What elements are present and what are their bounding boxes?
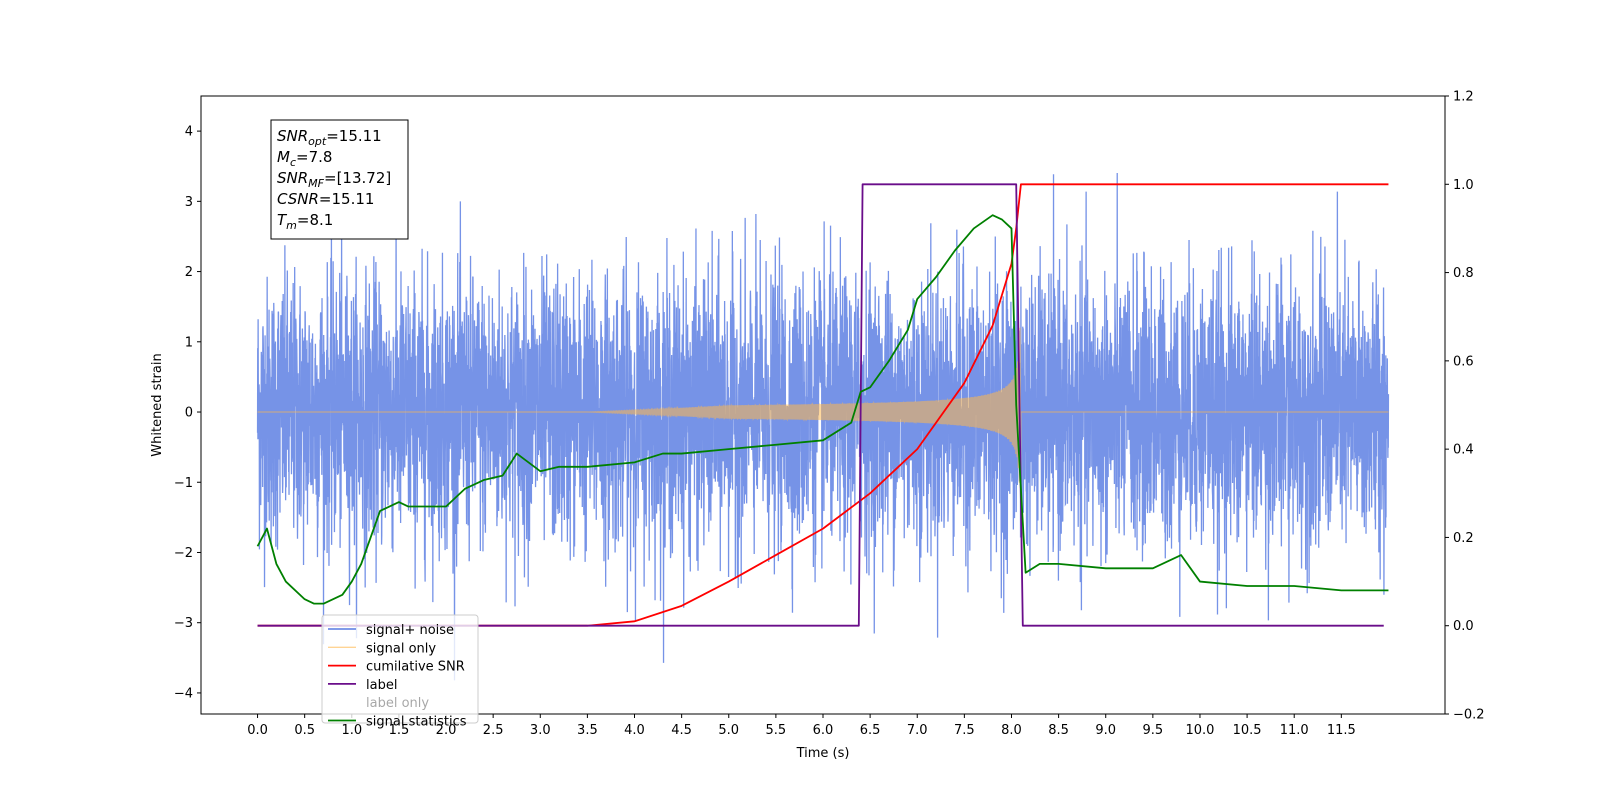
annotation-line: Tm=8.1 <box>277 211 333 232</box>
x-tick-label: 4.0 <box>624 723 645 738</box>
x-tick-label: 5.5 <box>766 723 787 738</box>
x-tick-label: 11.5 <box>1327 723 1356 738</box>
annotation-symbol: M <box>277 148 290 166</box>
y-left-tick-label: 3 <box>185 195 193 210</box>
annotation-subscript: opt <box>308 135 327 148</box>
y-axis-left: −4 −3 −2 −1 0 1 2 3 4 <box>174 125 201 701</box>
annotation-subscript: MF <box>308 177 324 190</box>
y-axis-right: −0.2 0.0 0.2 0.4 0.6 0.8 1.0 1.2 <box>1445 90 1485 723</box>
series-line-label <box>257 183 1384 627</box>
x-tick-label: 8.5 <box>1048 723 1069 738</box>
annotation-line: SNRopt=15.11 <box>277 127 382 148</box>
annotation-line: Mc=7.8 <box>277 148 332 169</box>
x-tick-label: 7.5 <box>954 723 975 738</box>
x-tick-label: 0.5 <box>294 723 315 738</box>
y-left-tick-label: 0 <box>185 406 193 421</box>
x-tick-label: 9.5 <box>1143 723 1164 738</box>
x-axis-label: Time (s) <box>796 746 850 761</box>
series-line-signal-only <box>257 327 1389 495</box>
y-left-tick-label: −2 <box>174 546 193 561</box>
x-tick-label: 1.5 <box>389 723 410 738</box>
x-tick-label: 7.0 <box>907 723 928 738</box>
annotation-subscript: c <box>290 156 296 169</box>
annotation-symbol: CSNR <box>277 190 319 208</box>
series-layer <box>256 172 1390 681</box>
legend: signal+ noise signal only cumilative SNR la… <box>321 614 479 730</box>
y-right-tick-label: −0.2 <box>1453 708 1485 723</box>
x-tick-label: 3.0 <box>530 723 551 738</box>
annotation-symbol: SNR <box>277 169 308 187</box>
legend-label: signal+ noise <box>366 623 454 638</box>
x-tick-label: 10.5 <box>1233 723 1262 738</box>
x-tick-label: 4.5 <box>671 723 692 738</box>
annotation-line: SNRMF=[13.72] <box>277 169 391 190</box>
y-left-tick-label: 2 <box>185 265 193 280</box>
series-line-signal-noise <box>256 172 1390 681</box>
y-left-tick-label: −3 <box>174 616 193 631</box>
annotation-value: =[13.72] <box>324 169 391 187</box>
y-axis-label: Whitened strain <box>150 353 165 456</box>
annotation-symbol: T <box>277 211 288 229</box>
x-tick-label: 0.0 <box>247 723 268 738</box>
annotation-value: =15.11 <box>319 190 375 208</box>
legend-frame <box>321 614 479 724</box>
x-tick-label: 2.0 <box>436 723 457 738</box>
x-tick-label: 10.0 <box>1185 723 1214 738</box>
x-tick-label: 2.5 <box>483 723 504 738</box>
y-left-tick-label: −4 <box>174 686 193 701</box>
annotation-subscript: m <box>286 219 297 232</box>
stats-annotation-box: SNRopt=15.11Mc=7.8SNRMF=[13.72]CSNR=15.1… <box>270 119 409 240</box>
annotation-value: =8.1 <box>297 211 333 229</box>
annotation-value: =7.8 <box>296 148 332 166</box>
legend-label: signal statistics <box>366 715 467 730</box>
y-left-tick-label: −1 <box>174 476 193 491</box>
y-left-tick-label: 1 <box>185 335 193 350</box>
y-right-tick-label: 0.2 <box>1453 531 1474 546</box>
x-tick-label: 6.5 <box>860 723 881 738</box>
y-left-tick-label: 4 <box>185 125 193 140</box>
annotation-frame <box>270 119 409 240</box>
y-right-tick-label: 0.4 <box>1453 443 1474 458</box>
y-right-tick-label: 0.8 <box>1453 266 1474 281</box>
x-tick-label: 6.0 <box>813 723 834 738</box>
x-tick-label: 8.0 <box>1001 723 1022 738</box>
x-tick-label: 9.0 <box>1095 723 1116 738</box>
annotation-value: =15.11 <box>326 127 382 145</box>
y-right-tick-label: 1.2 <box>1453 90 1474 105</box>
legend-label: cumilative SNR <box>366 660 465 675</box>
x-axis: 0.0 0.5 1.0 1.5 2.0 2.5 3.0 3.5 4.0 4.5 5.0 5.5 6.0 6… <box>247 714 1356 738</box>
y-right-tick-label: 0.0 <box>1453 619 1474 634</box>
annotation-line: CSNR=15.11 <box>277 190 374 208</box>
x-tick-label: 11.0 <box>1280 723 1309 738</box>
x-tick-label: 5.0 <box>718 723 739 738</box>
annotation-symbol: SNR <box>277 127 308 145</box>
series-line-cumulative-snr <box>257 183 1389 627</box>
legend-label: signal only <box>366 641 436 656</box>
x-tick-label: 1.0 <box>341 723 362 738</box>
legend-label: label only <box>366 696 429 711</box>
y-right-tick-label: 0.6 <box>1453 354 1474 369</box>
x-tick-label: 3.5 <box>577 723 598 738</box>
legend-label: label <box>366 678 397 693</box>
y-right-tick-label: 1.0 <box>1453 178 1474 193</box>
series-line-signal-statistics <box>256 214 1389 605</box>
